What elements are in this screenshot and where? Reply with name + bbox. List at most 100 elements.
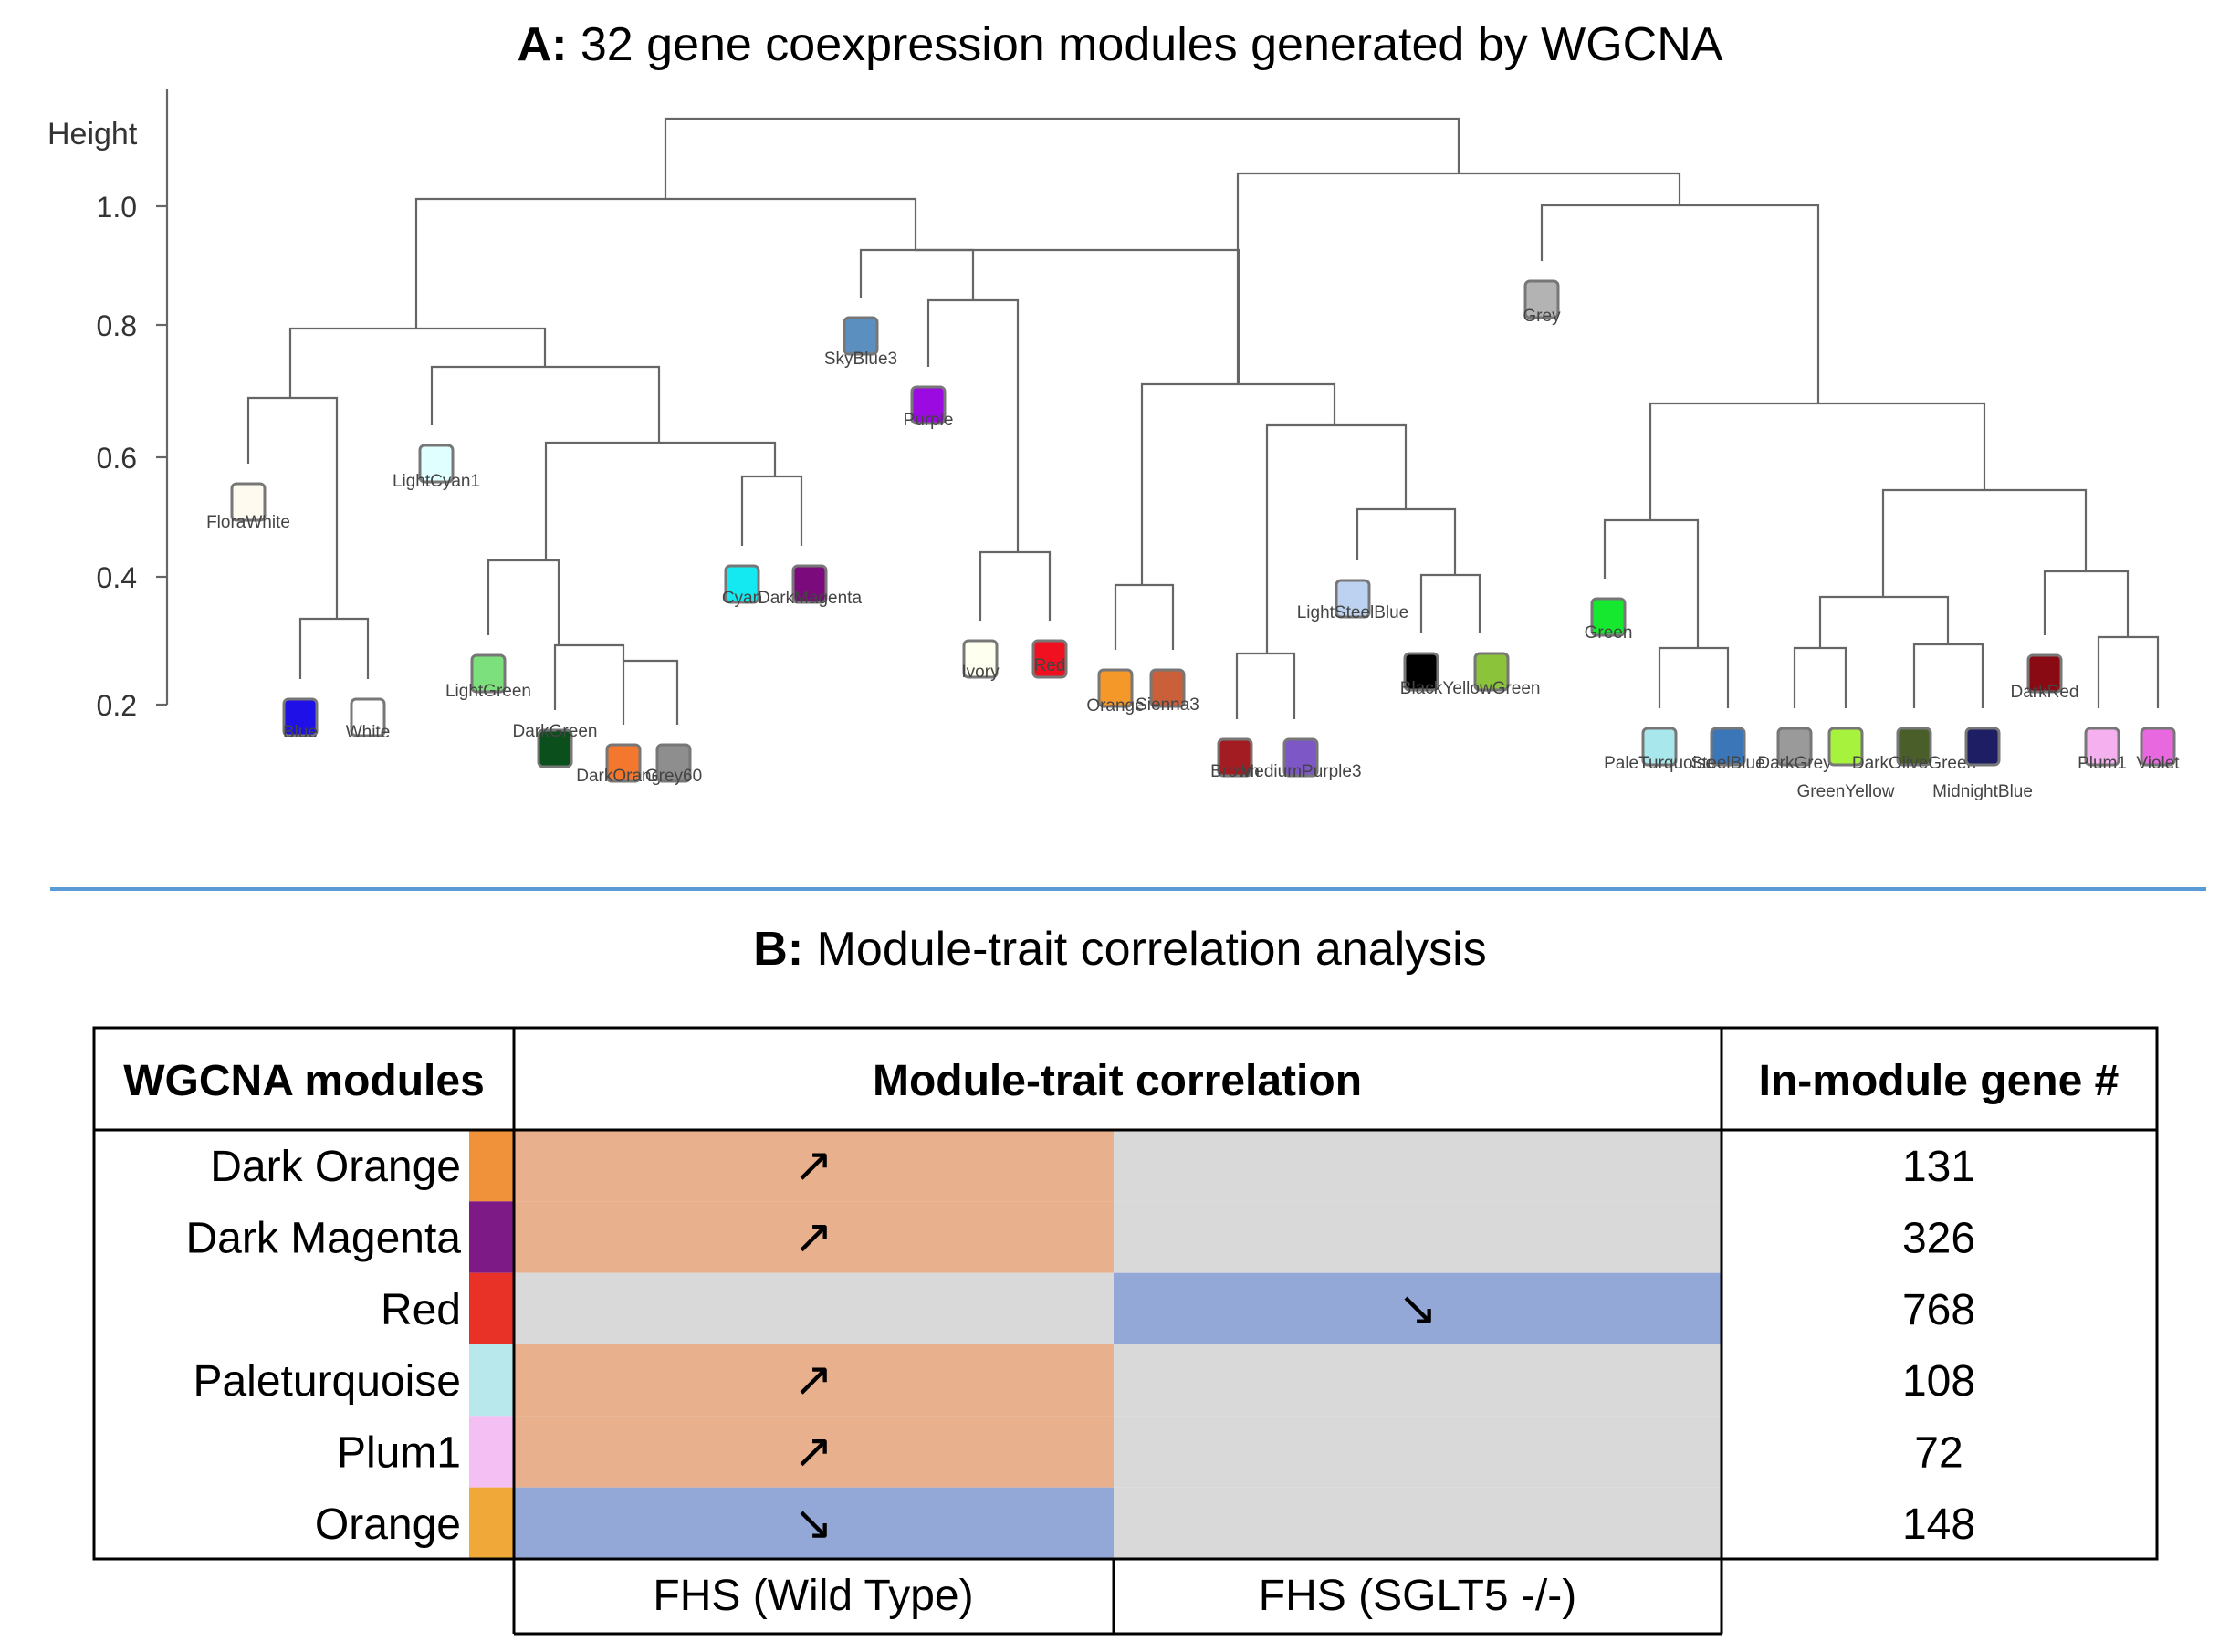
module-label: Violet bbox=[2136, 754, 2180, 773]
module-label: Plum1 bbox=[2078, 754, 2127, 773]
dendrogram-branch bbox=[1140, 382, 1336, 585]
module-color-swatch bbox=[469, 1487, 514, 1559]
dendrogram-branch bbox=[664, 117, 1460, 199]
module-swatch bbox=[1827, 727, 1864, 767]
module-swatch bbox=[230, 482, 267, 522]
module-label: Grey60 bbox=[645, 767, 702, 786]
dendrogram-branch bbox=[298, 617, 370, 679]
module-name: Dark Orange bbox=[210, 1143, 461, 1191]
module-leaf-darkred: DarkRed bbox=[2011, 653, 2079, 702]
dendrogram-branch bbox=[487, 559, 560, 645]
module-swatch bbox=[2084, 727, 2120, 767]
module-label: GreenYellow bbox=[1796, 782, 1894, 801]
module-leaf-brown: Brown bbox=[1210, 737, 1260, 781]
module-label: Cyan bbox=[722, 589, 762, 608]
y-tick-label: 1.0 bbox=[97, 191, 137, 224]
module-swatch bbox=[1896, 727, 1932, 767]
sglt5-cell bbox=[1114, 1487, 1722, 1559]
module-color-swatch bbox=[469, 1272, 514, 1344]
module-label: White bbox=[346, 723, 391, 742]
module-label: Green bbox=[1585, 623, 1633, 643]
module-swatch bbox=[962, 639, 999, 679]
module-leaf-ivory: Ivory bbox=[961, 639, 1000, 682]
dendrogram-branch bbox=[1356, 507, 1457, 575]
sglt5-cell bbox=[1114, 1272, 1722, 1344]
module-leaf-grey60: Grey60 bbox=[645, 743, 702, 786]
panel-b-title: B: Module-trait correlation analysis bbox=[753, 923, 1487, 976]
module-swatch bbox=[418, 444, 455, 484]
module-leaf-black: Black bbox=[1400, 652, 1443, 698]
module-leaf-florawhite: FloraWhite bbox=[206, 482, 290, 532]
module-color-swatch bbox=[469, 1344, 514, 1417]
dendrogram-branch bbox=[1793, 646, 1847, 708]
dendrogram-branch bbox=[979, 550, 1052, 621]
module-swatch bbox=[537, 728, 573, 768]
module-label: DarkGrey bbox=[1757, 754, 1832, 773]
wild-type-trend-arrow: ↗ bbox=[793, 1138, 833, 1193]
sglt5-cell bbox=[1114, 1416, 1722, 1488]
dendrogram-branch bbox=[1114, 583, 1175, 650]
module-swatch bbox=[1776, 727, 1813, 767]
wild-type-cell bbox=[514, 1201, 1114, 1273]
module-label: PaleTurquoise bbox=[1604, 754, 1715, 773]
module-leaf-lightgreen: LightGreen bbox=[445, 653, 531, 701]
module-swatch bbox=[1964, 727, 2001, 767]
module-label: LightCyan1 bbox=[393, 472, 480, 491]
module-leaf-darkolivegreen: DarkOliveGreen bbox=[1852, 727, 1976, 773]
module-name: Red bbox=[381, 1286, 461, 1334]
module-label: MidnightBlue bbox=[1932, 782, 2033, 801]
module-label: YellowGreen bbox=[1442, 679, 1540, 698]
dendrogram-branch bbox=[288, 327, 547, 398]
dendrogram-branch bbox=[1265, 423, 1408, 653]
dendrogram-branch bbox=[1912, 643, 1984, 708]
module-label: LightSteelBlue bbox=[1297, 603, 1409, 622]
dendrogram-branch bbox=[2097, 635, 2160, 708]
module-name: Orange bbox=[315, 1500, 461, 1549]
panel-divider bbox=[50, 887, 2206, 891]
module-swatch bbox=[1282, 737, 1319, 778]
module-leaf-midnightblue: MidnightBlue bbox=[1932, 727, 2033, 801]
module-leaf-purple: Purple bbox=[904, 385, 954, 430]
y-tick-label: 0.2 bbox=[97, 689, 137, 722]
wild-type-trend-arrow: ↗ bbox=[793, 1353, 833, 1407]
module-label: DarkOliveGreen bbox=[1852, 754, 1976, 773]
module-leaf-green: Green bbox=[1585, 597, 1633, 643]
module-label: Purple bbox=[904, 411, 954, 430]
condition-sglt5: FHS (SGLT5 -/-) bbox=[1259, 1572, 1576, 1620]
module-leaf-orange: Orange bbox=[1086, 668, 1145, 716]
module-label: Black bbox=[1400, 679, 1443, 698]
module-swatch bbox=[843, 316, 879, 356]
module-swatch bbox=[1710, 727, 1746, 767]
module-name: Plum1 bbox=[337, 1429, 461, 1478]
dendrogram-branch bbox=[414, 197, 917, 329]
dendrogram-branch bbox=[926, 298, 1020, 552]
dendrogram-branch bbox=[1649, 402, 1986, 520]
module-swatch bbox=[655, 743, 692, 783]
module-color-swatch bbox=[469, 1130, 514, 1202]
module-leaf-white: White bbox=[346, 697, 391, 742]
sglt5-cell bbox=[1114, 1344, 1722, 1417]
module-label: DarkRed bbox=[2011, 683, 2079, 702]
dendrogram-branch bbox=[1658, 646, 1730, 708]
module-leaf-blue: Blue bbox=[282, 697, 319, 742]
module-label: LightGreen bbox=[445, 682, 531, 701]
module-leaf-darkmagenta: DarkMagenta bbox=[758, 564, 862, 608]
module-swatch bbox=[2026, 653, 2063, 694]
wild-type-trend-arrow: ↗ bbox=[793, 1425, 833, 1479]
module-swatch bbox=[350, 697, 386, 737]
module-swatch bbox=[1031, 639, 1068, 679]
y-tick-label: 0.8 bbox=[97, 309, 137, 342]
wild-type-cell bbox=[514, 1487, 1114, 1559]
module-leaf-darkorange: DarkOrange bbox=[576, 743, 671, 786]
dendrogram-branch bbox=[430, 365, 661, 443]
module-leaf-sienna3: Sienna3 bbox=[1136, 668, 1199, 715]
dendrogram-branch bbox=[2043, 570, 2130, 637]
module-swatch bbox=[1149, 668, 1186, 708]
dendrogram-branch bbox=[1419, 573, 1481, 633]
module-name: Paleturquoise bbox=[193, 1357, 461, 1406]
dendrogram-branch bbox=[1881, 488, 2088, 597]
module-leaf-yellowgreen: YellowGreen bbox=[1442, 652, 1541, 698]
dendrogram-branch bbox=[859, 248, 975, 300]
module-swatch bbox=[1403, 652, 1439, 692]
wild-type-cell bbox=[514, 1272, 1114, 1344]
